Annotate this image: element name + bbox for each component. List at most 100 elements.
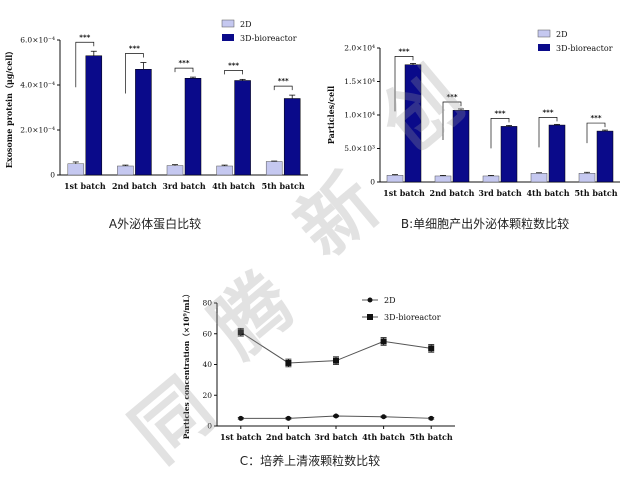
chart-a-bar-3d bbox=[184, 78, 202, 176]
chart-b-significance-bracket bbox=[586, 122, 606, 144]
chart-b-x-tick-label: 4th batch bbox=[526, 188, 569, 198]
chart-a-legend-label-2d: 2D bbox=[240, 20, 252, 29]
chart-a-bar-2d bbox=[166, 165, 184, 176]
chart-b-x-tick-label: 2nd batch bbox=[430, 188, 475, 198]
chart-c-y-tick-label: 20 bbox=[202, 391, 212, 400]
chart-b-svg: 0 5.0×10³ 1.0×10⁴ 1.5×10⁴ 2.0×10⁴ Particles/c… bbox=[326, 29, 620, 198]
chart-c-y-tick-label: 40 bbox=[202, 360, 212, 369]
chart-a-x-tick-label: 1st batch bbox=[64, 181, 106, 191]
chart-c-point-3d bbox=[380, 338, 387, 345]
chart-b-bar-2d bbox=[434, 175, 452, 183]
chart-c-point-2d bbox=[238, 415, 244, 421]
chart-a-y-tick-label: 0 bbox=[50, 171, 55, 180]
chart-b-legend-label-2d: 2D bbox=[556, 30, 568, 39]
chart-panel-b: 0 5.0×10³ 1.0×10⁴ 1.5×10⁴ 2.0×10⁴ Particles/c… bbox=[320, 0, 625, 210]
chart-a-significance-label: *** bbox=[228, 61, 239, 69]
chart-b-bar-2d bbox=[386, 175, 404, 183]
chart-b-bar-3d bbox=[404, 64, 422, 183]
chart-a-significance-bracket bbox=[273, 85, 293, 91]
chart-b-y-tick-label: 1.0×10⁴ bbox=[344, 111, 375, 120]
chart-a-x-tick-label: 4th batch bbox=[212, 181, 255, 191]
chart-a-significance-bracket bbox=[174, 67, 194, 73]
chart-b-bar-2d bbox=[530, 173, 548, 183]
chart-panel-c: 0 20 40 60 80 Particles concentration（×10⁹/mL… bbox=[165, 285, 465, 450]
chart-a-significance-bracket bbox=[224, 70, 243, 75]
chart-a-bar-2d bbox=[67, 163, 85, 176]
chart-c-x-tick-label: 3rd batch bbox=[314, 432, 358, 442]
chart-a-bar-3d bbox=[234, 80, 251, 176]
chart-a-y-tick-label: 6.0×10⁻⁴ bbox=[20, 36, 55, 45]
chart-a-bar-3d bbox=[135, 69, 152, 176]
chart-a-bar-2d bbox=[265, 161, 283, 176]
chart-c-y-tick-label: 0 bbox=[207, 422, 212, 431]
chart-b-y-tick-label: 5.0×10³ bbox=[344, 144, 375, 153]
chart-a-significance-bracket bbox=[125, 53, 144, 94]
chart-c-point-3d bbox=[285, 359, 292, 366]
chart-b-y-tick-label: 2.0×10⁴ bbox=[344, 44, 375, 53]
chart-b-legend-label-3d: 3D-bioreactor bbox=[556, 44, 613, 53]
chart-a-significance-label: *** bbox=[179, 59, 190, 67]
chart-b-significance-label: *** bbox=[399, 47, 410, 55]
chart-a-significance-bracket bbox=[75, 41, 95, 88]
chart-a-x-tick-label: 3rd batch bbox=[162, 181, 206, 191]
chart-b-significance-label: *** bbox=[591, 114, 602, 122]
chart-c-point-2d bbox=[285, 415, 291, 421]
chart-a-significance-label: *** bbox=[278, 77, 289, 85]
chart-a-x-tick-label: 5th batch bbox=[262, 181, 305, 191]
chart-b-y-axis-label: Particles/cell bbox=[326, 86, 336, 144]
chart-b-significance-bracket bbox=[394, 56, 414, 112]
chart-c-legend-marker-3d bbox=[367, 314, 373, 320]
chart-b-x-tick-label: 1st batch bbox=[383, 188, 425, 198]
chart-a-legend-swatch-3d bbox=[222, 34, 234, 41]
chart-b-y-tick-label: 1.5×10⁴ bbox=[344, 77, 375, 86]
chart-b-significance-bracket bbox=[538, 117, 558, 148]
chart-a-legend-swatch-2d bbox=[221, 19, 235, 28]
chart-b-bar-3d bbox=[596, 130, 614, 183]
chart-a-y-axis-label: Exosome protein（μg/cell） bbox=[4, 47, 14, 169]
chart-b-y-tick-label: 0 bbox=[370, 178, 375, 187]
chart-b-significance-bracket bbox=[442, 101, 462, 140]
chart-c-x-tick-label: 1st batch bbox=[220, 432, 262, 442]
chart-c-point-2d bbox=[428, 415, 434, 421]
chart-b-x-tick-label: 3rd batch bbox=[478, 188, 522, 198]
chart-a-caption: A外泌体蛋白比较 bbox=[108, 217, 202, 231]
chart-c-point-3d bbox=[333, 357, 339, 364]
chart-a-bar-2d bbox=[117, 165, 134, 176]
chart-a-bar-3d bbox=[283, 98, 301, 176]
chart-b-legend-swatch-2d bbox=[537, 29, 551, 38]
chart-c-point-3d bbox=[428, 345, 435, 352]
chart-panel-a: 0 2.0×10⁻⁴ 4.0×10⁻⁴ 6.0×10⁻⁴ Exosome protein… bbox=[0, 0, 315, 210]
chart-c-y-axis-label: Particles concentration（×10⁹/mL） bbox=[181, 290, 191, 439]
chart-c-point-3d bbox=[237, 329, 244, 336]
chart-c-x-tick-label: 2nd batch bbox=[266, 432, 311, 442]
chart-a-significance-label: *** bbox=[129, 45, 140, 53]
chart-c-legend-label-2d: 2D bbox=[384, 296, 396, 305]
chart-c-point-2d bbox=[381, 414, 387, 420]
chart-b-bar-3d bbox=[452, 110, 470, 183]
chart-a-bar-2d bbox=[216, 165, 233, 176]
chart-b-bar-3d bbox=[548, 124, 566, 183]
chart-a-x-tick-label: 2nd batch bbox=[112, 181, 157, 191]
chart-c-legend-label-3d: 3D-bioreactor bbox=[384, 313, 441, 322]
chart-b-legend-swatch-3d bbox=[538, 44, 550, 51]
chart-c-x-tick-label: 5th batch bbox=[410, 432, 453, 442]
chart-a-significance-label: *** bbox=[79, 33, 90, 41]
chart-a-y-tick-label: 2.0×10⁻⁴ bbox=[20, 126, 55, 135]
chart-b-significance-label: *** bbox=[447, 93, 458, 101]
chart-c-caption: C：培养上清液颗粒数比较 bbox=[239, 454, 381, 468]
chart-b-bar-2d bbox=[578, 173, 596, 183]
chart-a-bar-3d bbox=[85, 55, 103, 176]
chart-c-y-tick-label: 80 bbox=[202, 299, 212, 308]
chart-c-y-tick-label: 60 bbox=[202, 329, 212, 338]
chart-b-significance-label: *** bbox=[543, 108, 554, 116]
chart-a-svg: 0 2.0×10⁻⁴ 4.0×10⁻⁴ 6.0×10⁻⁴ Exosome protein… bbox=[4, 19, 308, 191]
chart-b-bar-2d bbox=[482, 175, 500, 183]
chart-b-significance-label: *** bbox=[495, 109, 506, 117]
chart-c-point-2d bbox=[333, 413, 339, 419]
chart-c-legend-marker-2d bbox=[367, 297, 373, 303]
chart-a-y-tick-label: 4.0×10⁻⁴ bbox=[20, 81, 55, 90]
chart-c-x-tick-label: 4th batch bbox=[362, 432, 405, 442]
chart-c-svg: 0 20 40 60 80 Particles concentration（×10⁹/mL… bbox=[181, 290, 455, 442]
chart-b-bar-3d bbox=[500, 126, 518, 183]
chart-b-x-tick-label: 5th batch bbox=[574, 188, 617, 198]
